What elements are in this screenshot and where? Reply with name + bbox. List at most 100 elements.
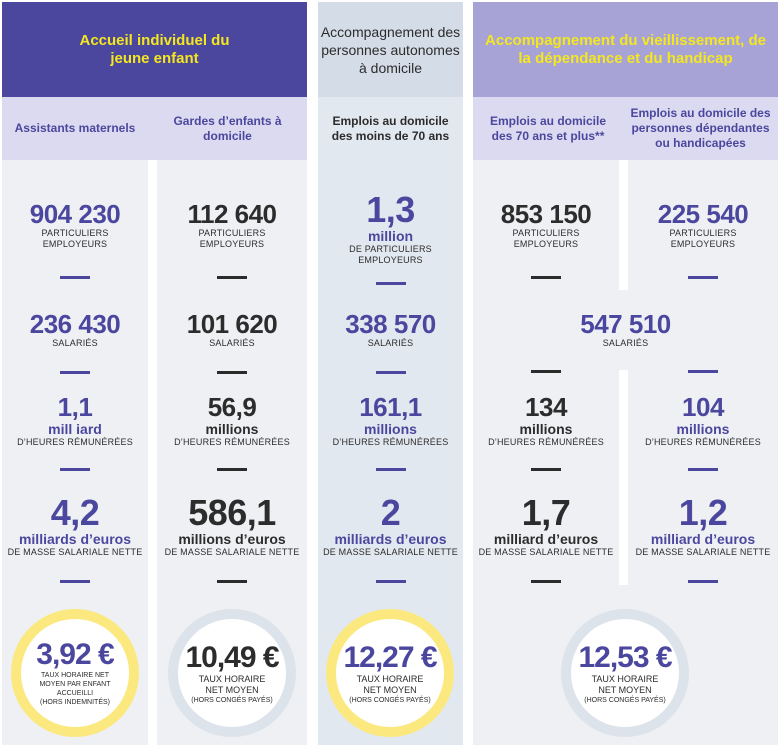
employeurs-label-dependants: PARTICULIERS EMPLOYEURS [669,228,737,249]
masse-label-plus70: DE MASSE SALARIALE NETTE [478,547,614,557]
salaries-value-gardes: 101 620 [186,309,278,339]
separator [531,276,561,279]
taux-value-gardes: 10,49 € [185,640,279,674]
separator [375,468,406,471]
group-header-jeune: Accueil individuel du jeune enfant [2,2,307,97]
taux-label-gardes: TAUX HORAIRE NET MOYEN [198,673,266,695]
taux-note-gardes: (HORS CONGÉS PAYÉS) [191,696,273,704]
salaries-gardes: 101 620 SALARIÉS [157,310,307,374]
salaries-label-moins70: SALARIÉS [367,338,414,348]
heures-assistants: 1,1 mill iard D’HEURES RÉMUNÉRÉES [2,393,148,471]
taux-label-vieillissement: TAUX HORAIRE NET MOYEN [591,673,659,695]
separator [217,276,247,279]
col-title-plus70: Emplois au domicile des 70 ans et plus** [489,113,607,143]
masse-label-assistants: DE MASSE SALARIALE NETTE [7,547,143,557]
heures-label-plus70: D’HEURES RÉMUNÉRÉES [488,437,604,447]
heures-value-moins70: 161,1 [359,392,422,422]
employeurs-value-gardes: 112 640 [187,199,277,229]
group-header-domicile: Accompagnement des personnes autonomes à… [318,2,463,97]
heures-label-assistants: D’HEURES RÉMUNÉRÉES [17,437,133,447]
group-title-jeune: Accueil individuel du jeune enfant [79,31,230,67]
col-assistants: 904 230 PARTICULIERS EMPLOYEURS [2,200,148,279]
heures-unit-plus70: millions [519,421,573,437]
masse-dependants: 1,2 milliard d’euros DE MASSE SALARIALE … [628,495,778,583]
separator [688,276,718,279]
masse-value-gardes: 586,1 [188,492,276,533]
taux-circle-gardes: 10,49 € TAUX HORAIRE NET MOYEN (HORS CON… [168,609,296,737]
employeurs-value-assistants: 904 230 [29,199,121,229]
masse-value-dependants: 1,2 [678,492,728,533]
employeurs-gardes: 112 640 PARTICULIERS EMPLOYEURS [157,200,307,279]
employeurs-moins70: 1,3 million DE PARTICULIERS EMPLOYEURS [318,192,463,285]
salaries-moins70: 338 570 SALARIÉS [318,310,463,374]
separator [60,580,90,583]
heures-dependants: 104 millions D’HEURES RÉMUNÉRÉES [628,393,778,471]
separator [375,282,406,285]
separator [688,468,718,471]
salaries-label-vieillissement: SALARIÉS [602,338,649,348]
masse-unit-gardes: millions d’euros [178,531,286,547]
taux-note-assistants: (HORS INDEMNITÉS) [40,699,110,706]
salaries-assistants: 236 430 SALARIÉS [2,310,148,374]
heures-label-gardes: D’HEURES RÉMUNÉRÉES [174,437,290,447]
taux-circle-assistants: 3,92 € TAUX HORAIRE NET MOYEN PAR ENFANT… [11,609,139,737]
col-header-gardes: Gardes d’enfants à domicile [148,97,307,160]
separator [531,468,561,471]
separator [375,580,406,583]
salaries-vieillissement: 547 510 SALARIÉS [473,310,778,349]
col-title-dependants: Emplois au domicile des personnes dépend… [630,106,771,150]
masse-label-gardes: DE MASSE SALARIALE NETTE [164,547,300,557]
employeurs-label-assistants: PARTICULIERS EMPLOYEURS [41,228,109,249]
masse-unit-plus70: milliard d’euros [493,531,599,547]
col-title-moins70: Emplois au domicile des moins de 70 ans [331,113,450,143]
taux-circle-moins70: 12,27 € TAUX HORAIRE NET MOYEN (HORS CON… [326,609,454,737]
masse-unit-dependants: milliard d’euros [650,531,756,547]
taux-note-vieillissement: (HORS CONGÉS PAYÉS) [584,696,666,704]
heures-value-gardes: 56,9 [207,392,257,422]
masse-label-moins70: DE MASSE SALARIALE NETTE [323,547,458,557]
separator [688,370,718,373]
separator [217,580,247,583]
heures-unit-assistants: mill iard [48,421,102,437]
salaries-label-assistants: SALARIÉS [52,338,98,348]
heures-plus70: 134 millions D’HEURES RÉMUNÉRÉES [473,393,619,471]
employeurs-value-moins70: 1,3 [366,189,415,230]
masse-moins70: 2 milliards d’euros DE MASSE SALARIALE N… [318,495,463,583]
employeurs-unit-moins70: million [367,228,414,244]
taux-value-moins70: 12,27 € [343,640,437,674]
heures-label-moins70: D’HEURES RÉMUNÉRÉES [332,437,449,447]
separator [688,580,718,583]
heures-unit-moins70: millions [364,421,417,437]
masse-value-plus70: 1,7 [521,492,571,533]
group-title-domicile: Accompagnement des personnes autonomes à… [320,23,461,76]
masse-gardes: 586,1 millions d’euros DE MASSE SALARIAL… [157,495,307,583]
masse-assistants: 4,2 milliards d’euros DE MASSE SALARIALE… [2,495,148,583]
heures-value-assistants: 1,1 [57,392,93,422]
masse-unit-moins70: milliards d’euros [334,531,447,547]
employeurs-label-gardes: PARTICULIERS EMPLOYEURS [198,228,266,249]
group-header-vieillissement: Accompagnement du vieillissement, de la … [473,2,778,97]
employeurs-dependants: 225 540 PARTICULIERS EMPLOYEURS [628,200,778,279]
col-title-assistants: Assistants maternels [14,121,136,135]
masse-value-assistants: 4,2 [50,492,100,533]
taux-note-moins70: (HORS CONGÉS PAYÉS) [349,696,431,704]
employeurs-value-dependants: 225 540 [657,199,749,229]
col-header-plus70: Emplois au domicile des 70 ans et plus** [473,97,623,160]
separator [60,276,90,279]
employeurs-label-moins70: DE PARTICULIERS EMPLOYEURS [349,244,432,265]
heures-label-dependants: D’HEURES RÉMUNÉRÉES [645,437,761,447]
salaries-value-moins70: 338 570 [345,309,436,339]
separator [60,468,90,471]
salaries-label-gardes: SALARIÉS [209,338,255,348]
group-title-vieillissement: Accompagnement du vieillissement, de la … [485,31,766,67]
taux-value-assistants: 3,92 € [36,638,114,671]
separator [375,371,406,374]
col-title-gardes: Gardes d’enfants à domicile [173,113,282,143]
heures-unit-gardes: millions [205,421,259,437]
separator [217,371,247,374]
heures-value-plus70: 134 [525,392,567,422]
separator [217,468,247,471]
separator [60,371,90,374]
col-header-dependants: Emplois au domicile des personnes dépend… [623,97,778,160]
separator [531,580,561,583]
